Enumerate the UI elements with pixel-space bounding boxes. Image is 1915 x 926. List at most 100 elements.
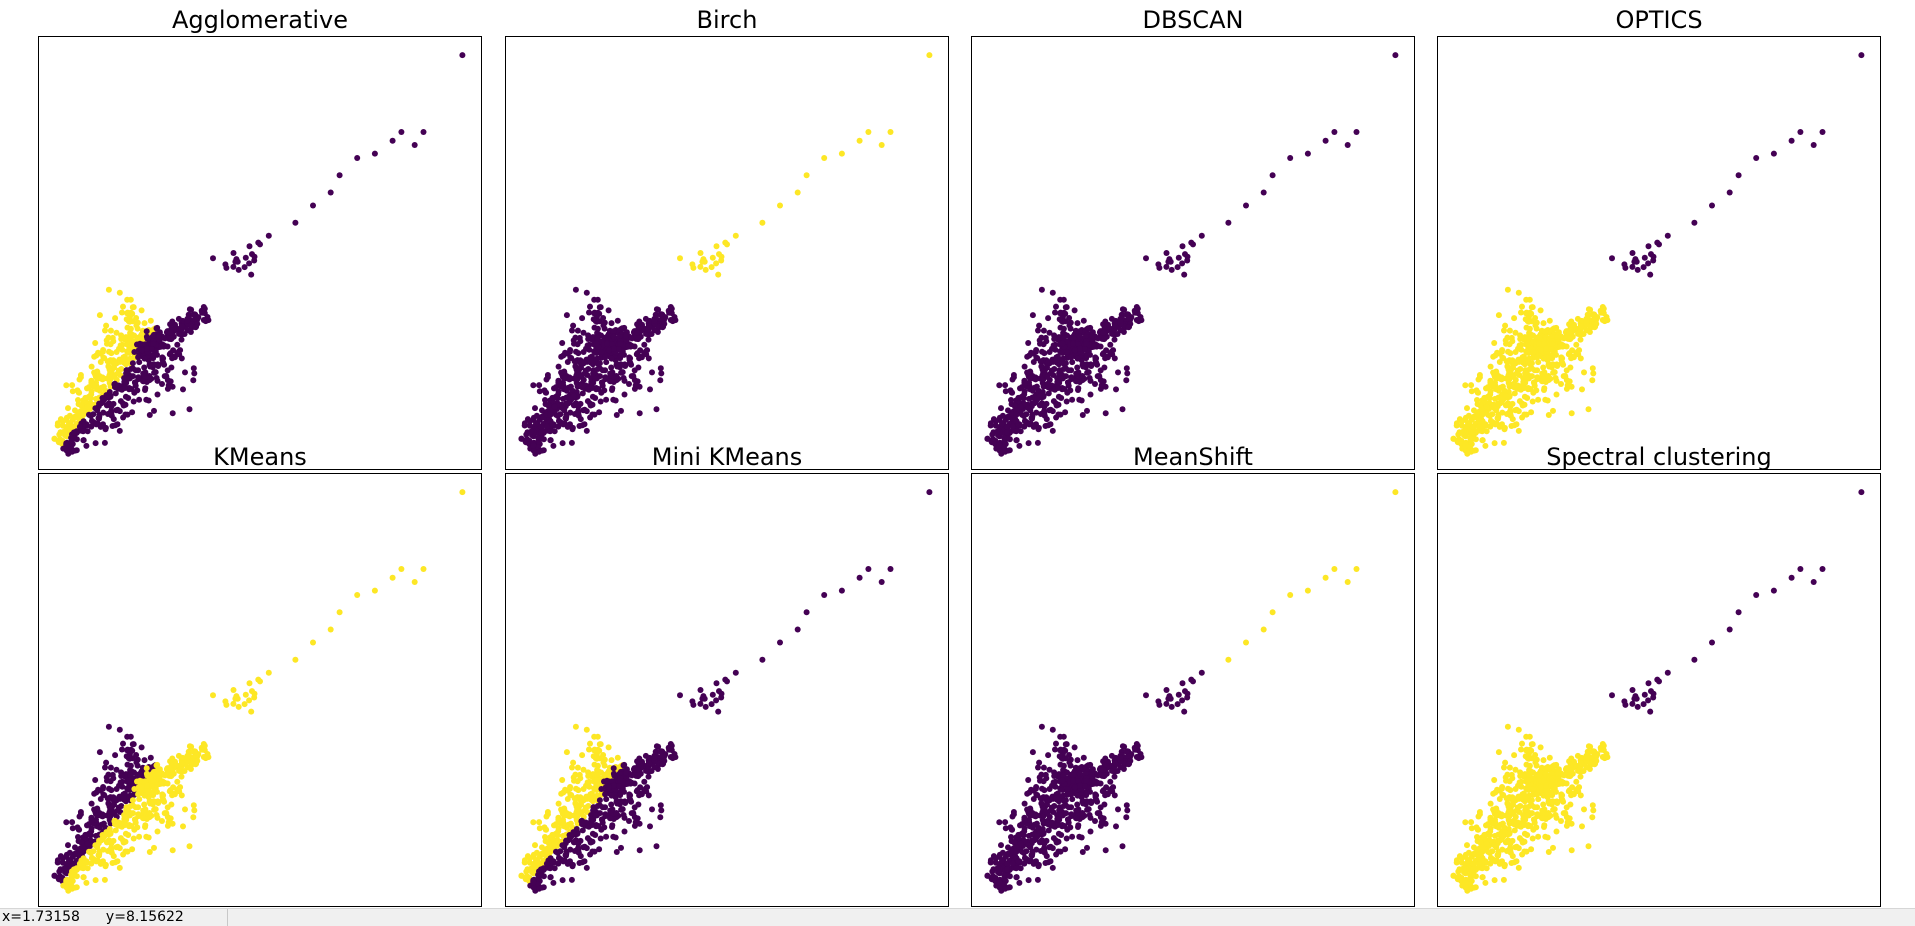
scatter-point bbox=[657, 365, 664, 372]
scatter-point bbox=[1528, 310, 1535, 317]
scatter-point bbox=[1133, 754, 1140, 760]
scatter-point bbox=[1051, 366, 1058, 372]
scatter-point bbox=[129, 409, 136, 416]
scatter-point bbox=[1109, 330, 1115, 337]
scatter-point bbox=[222, 698, 229, 705]
scatter-point bbox=[77, 811, 84, 818]
scatter-point bbox=[68, 434, 75, 441]
scatter-point bbox=[1056, 316, 1063, 323]
scatter-point bbox=[1634, 266, 1641, 273]
scatter-point bbox=[54, 420, 61, 427]
scatter-point bbox=[1558, 381, 1564, 387]
scatter-point bbox=[577, 801, 584, 807]
scatter-point bbox=[1123, 311, 1130, 318]
scatter-point bbox=[1568, 318, 1575, 325]
scatter-point bbox=[1013, 437, 1020, 444]
scatter-point bbox=[533, 857, 539, 864]
scatter-point bbox=[235, 266, 242, 273]
scatter-point bbox=[169, 755, 176, 762]
scatter-point bbox=[544, 811, 551, 818]
scatter-point bbox=[1540, 757, 1547, 764]
scatter-point bbox=[241, 701, 248, 708]
scatter-point bbox=[591, 411, 598, 418]
scatter-point bbox=[1125, 761, 1132, 768]
scatter-point bbox=[65, 405, 71, 412]
scatter-point bbox=[1464, 842, 1470, 849]
scatter-point bbox=[1522, 316, 1529, 323]
scatter-point bbox=[129, 797, 136, 804]
scatter-point bbox=[1057, 848, 1064, 855]
scatter-point bbox=[113, 766, 120, 773]
scatter-point bbox=[1002, 885, 1009, 892]
scatter-point bbox=[136, 396, 143, 403]
scatter-point bbox=[1085, 806, 1092, 813]
scatter-point bbox=[63, 884, 70, 891]
scatter-point bbox=[1066, 759, 1073, 766]
scatter-point bbox=[100, 846, 107, 853]
scatter-point bbox=[1531, 367, 1538, 374]
scatter-point bbox=[608, 801, 615, 808]
scatter-point bbox=[1071, 307, 1078, 314]
scatter-point bbox=[116, 427, 123, 434]
scatter-point bbox=[1494, 349, 1501, 356]
scatter-point bbox=[608, 792, 615, 799]
scatter-point bbox=[112, 315, 119, 322]
scatter-point bbox=[1344, 142, 1351, 148]
scatter-point bbox=[1629, 250, 1636, 256]
scatter-point bbox=[178, 792, 185, 799]
scatter-point bbox=[186, 843, 193, 850]
scatter-point bbox=[389, 574, 396, 581]
scatter-point bbox=[1060, 733, 1067, 740]
scatter-point bbox=[621, 377, 628, 384]
scatter-point bbox=[555, 817, 562, 824]
scatter-point bbox=[1479, 437, 1486, 444]
scatter-point bbox=[1515, 408, 1522, 415]
scatter-point bbox=[1115, 369, 1121, 376]
scatter-point bbox=[1034, 833, 1040, 840]
scatter-point bbox=[108, 403, 115, 410]
scatter-point bbox=[96, 387, 103, 394]
scatter-point bbox=[1009, 860, 1016, 867]
scatter-point bbox=[126, 777, 133, 784]
scatter-point bbox=[566, 813, 573, 820]
scatter-point bbox=[1525, 349, 1532, 356]
scatter-point bbox=[1087, 377, 1094, 384]
scatter-point bbox=[572, 800, 579, 807]
scatter-point bbox=[1017, 840, 1024, 847]
scatter-point bbox=[75, 834, 81, 840]
scatter-point bbox=[987, 420, 994, 427]
scatter-point bbox=[88, 388, 95, 395]
scatter-point bbox=[91, 369, 98, 376]
scatter-point bbox=[523, 431, 530, 438]
scatter-point bbox=[1013, 865, 1020, 872]
scatter-point bbox=[558, 369, 565, 376]
scatter-point bbox=[549, 831, 556, 838]
scatter-point bbox=[167, 766, 174, 773]
scatter-point bbox=[587, 794, 594, 801]
scatter-point bbox=[530, 442, 537, 449]
scatter-point bbox=[1044, 359, 1051, 366]
scatter-point bbox=[856, 137, 863, 144]
scatter-point bbox=[1057, 411, 1064, 418]
scatter-point bbox=[1503, 358, 1510, 365]
scatter-point bbox=[1073, 815, 1080, 822]
scatter-point bbox=[122, 393, 129, 400]
scatter-point bbox=[1322, 137, 1329, 144]
scatter-point bbox=[668, 305, 675, 312]
scatter-point bbox=[803, 172, 810, 179]
scatter-point bbox=[645, 792, 652, 799]
scatter-point bbox=[555, 363, 562, 370]
scatter-point bbox=[759, 219, 766, 226]
scatter-point bbox=[697, 700, 704, 707]
scatter-point bbox=[594, 762, 601, 769]
scatter-point bbox=[182, 806, 188, 813]
scatter-point bbox=[1065, 382, 1072, 389]
scatter-point bbox=[1076, 833, 1083, 840]
scatter-point bbox=[1030, 359, 1037, 365]
scatter-point bbox=[95, 349, 102, 356]
scatter-point bbox=[80, 844, 87, 851]
scatter-point bbox=[585, 803, 592, 809]
scatter-point bbox=[1034, 396, 1040, 403]
scatter-point bbox=[1534, 354, 1541, 361]
scatter-point bbox=[623, 332, 629, 339]
